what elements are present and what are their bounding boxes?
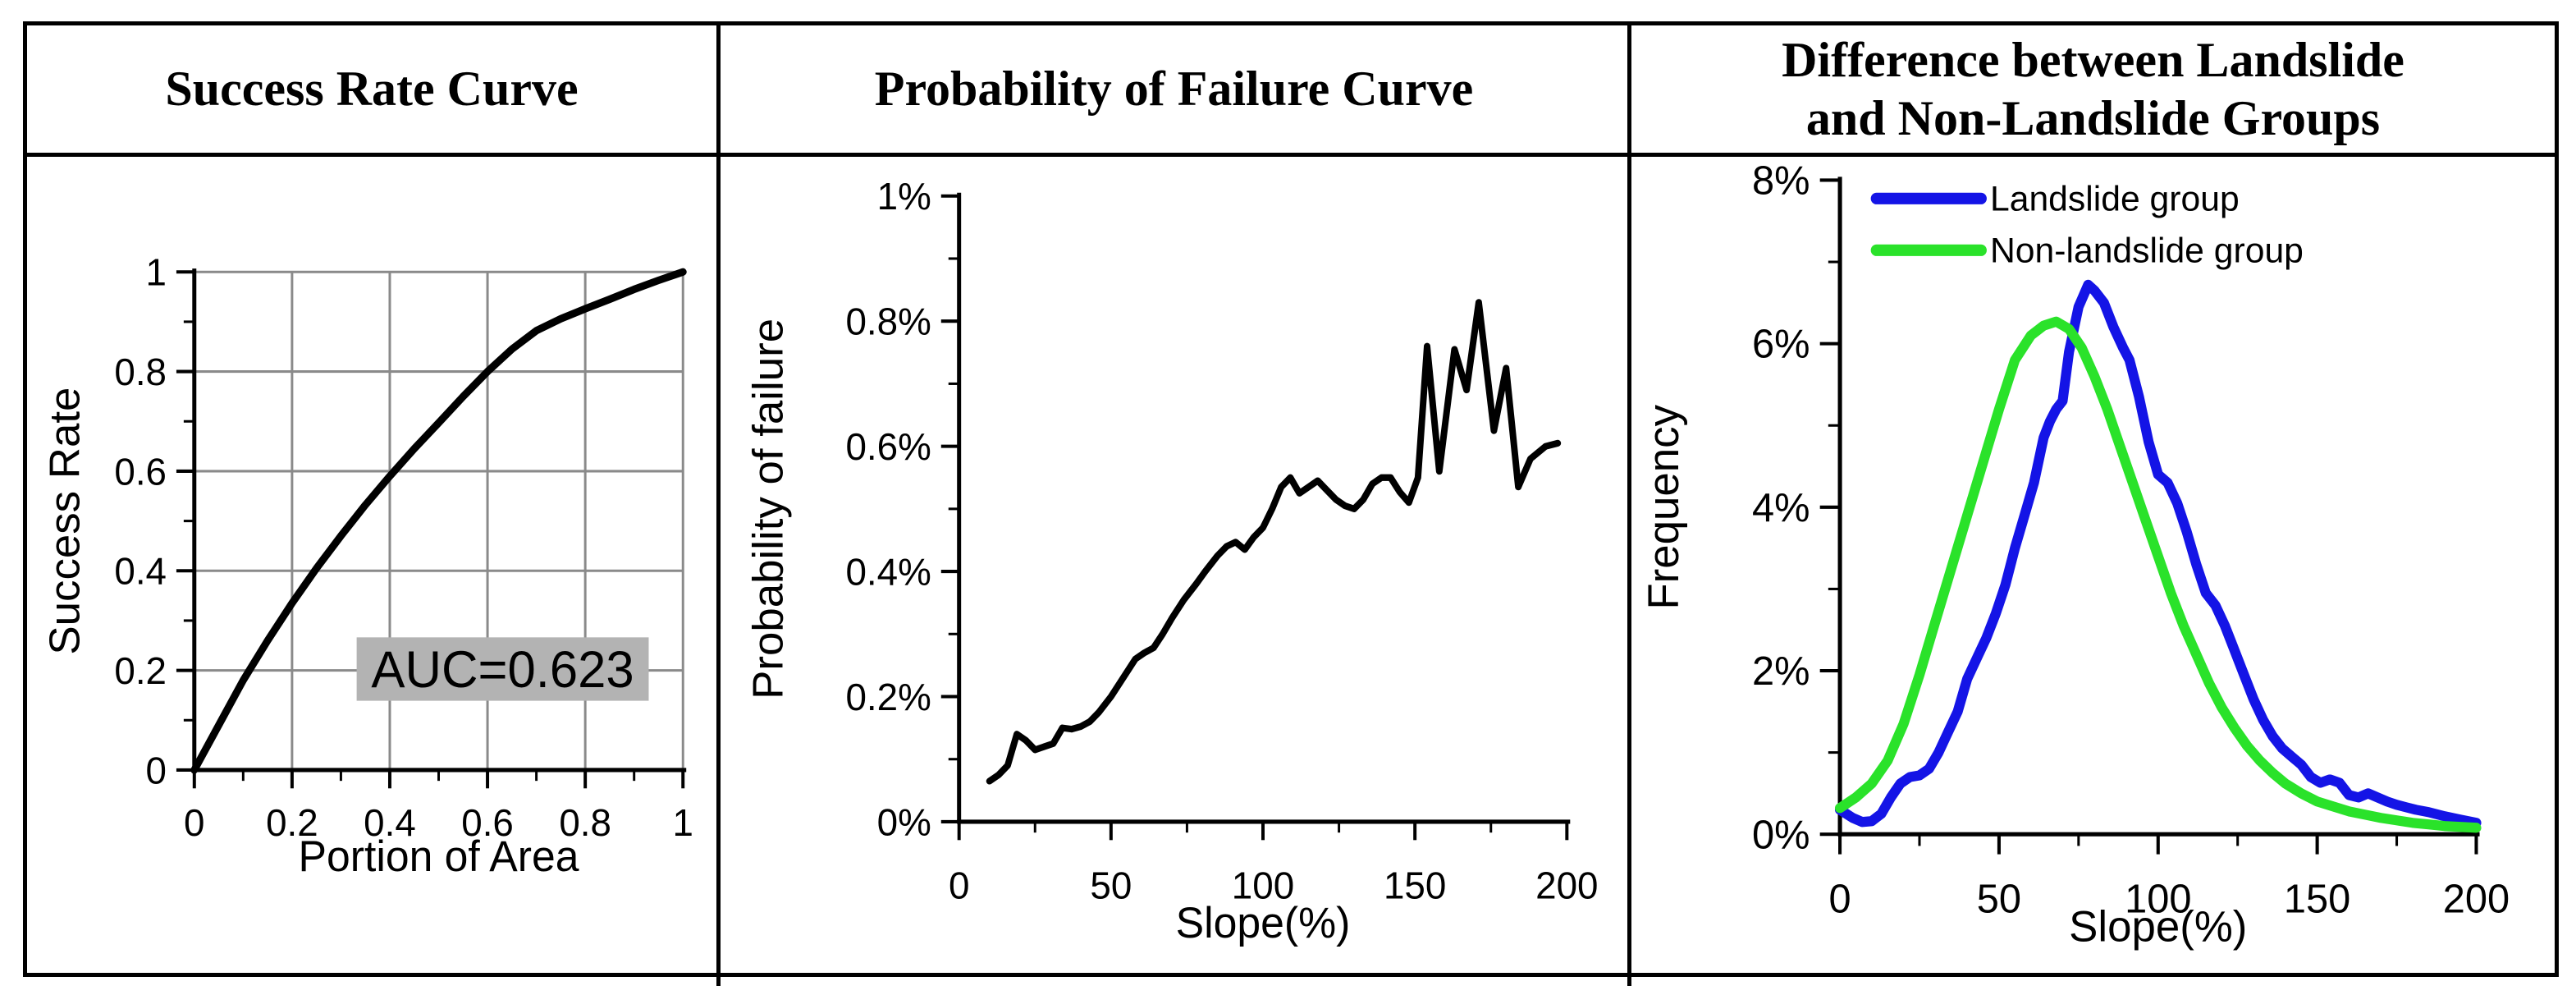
legend-label-non-landslide: Non-landslide group [1990,232,2304,271]
x-tick-label: 100 [2125,878,2191,922]
series-probability-of-failure [986,299,1562,785]
y-tick-label: 2% [1752,649,1810,694]
y-tick-label: 0% [1752,813,1810,857]
y-tick-label: 0 [146,749,167,792]
series-non-landslide-group [1834,316,2482,833]
x-axis-label: Slope(%) [1176,900,1351,948]
y-tick-label: 4% [1752,486,1810,530]
x-tick-label: 50 [1090,864,1132,907]
y-tick-label: 0.8% [845,300,931,343]
chart-row: 0 0.2 0.4 0.6 0.8 1 0 0.2 0.4 0.6 0.8 1 Portion of A… [27,157,2555,987]
success-rate-chart-cell: 0 0.2 0.4 0.6 0.8 1 0 0.2 0.4 0.6 0.8 1 Portion of A… [27,157,721,987]
x-tick-label: 100 [1232,864,1294,907]
x-axis-label: Slope(%) [2069,902,2247,951]
x-tick-label: 50 [1977,878,2021,922]
success-rate-chart: 0 0.2 0.4 0.6 0.8 1 0 0.2 0.4 0.6 0.8 1 Portion of A… [42,250,693,881]
y-tick-label: 0.4 [114,549,167,593]
y-tick-label: 8% [1752,159,1810,204]
group-difference-chart: 0 50 100 150 200 0% 2% 4% 6% 8% Slope(%) Frequency L… [1640,159,2510,951]
x-tick-label: 0.2 [266,801,318,845]
y-axis-label: Success Rate [42,387,89,655]
panel-title-success-rate: Success Rate Curve [27,25,721,153]
y-tick-label: 0.4% [845,550,931,594]
panel-title-probability-of-failure: Probability of Failure Curve [721,25,1631,153]
panel-title-group-difference: Difference between Landslide and Non-Lan… [1782,33,2404,145]
y-tick-label: 0% [877,800,931,844]
x-tick-label: 0.6 [461,801,514,845]
auc-label: AUC=0.623 [371,641,634,699]
auc-label-background [356,637,649,701]
y-tick-label: 1% [877,175,931,218]
x-tick-label: 200 [2443,878,2510,922]
three-panel-figure: Success Rate Curve Probability of Failur… [23,21,2559,987]
x-tick-label: 0 [184,801,204,845]
y-tick-label: 0.2% [845,675,931,718]
x-axis-label: Portion of Area [299,832,580,881]
x-tick-label: 0.4 [364,801,416,845]
y-tick-label: 1 [146,250,167,294]
y-tick-label: 0.6 [114,450,167,493]
series-success-rate-curve [190,268,687,774]
x-tick-label: 0 [949,864,969,907]
y-tick-label: 6% [1752,323,1810,367]
x-tick-label: 0 [1829,878,1851,922]
y-tick-label: 0.2 [114,649,167,693]
y-axis-label: Frequency [1640,404,1688,609]
header-row: Success Rate Curve Probability of Failur… [27,25,2555,157]
probability-of-failure-chart: 0 50 100 150 200 0% 0.2% 0.4% 0.6% 0.8% 1% Slope(%)… [745,175,1598,948]
group-difference-chart-cell: 0 50 100 150 200 0% 2% 4% 6% 8% Slope(%) Frequency L… [1631,157,2555,986]
y-tick-label: 0.6% [845,425,931,469]
series-landslide-group [1834,279,2482,828]
x-tick-label: 150 [1384,864,1446,907]
probability-of-failure-chart-cell: 0 50 100 150 200 0% 0.2% 0.4% 0.6% 0.8% 1% Slope(%)… [721,157,1631,987]
legend-label-landslide: Landslide group [1990,180,2240,219]
x-tick-label: 0.8 [559,801,611,845]
x-tick-label: 150 [2284,878,2350,922]
y-tick-label: 0.8 [114,350,167,393]
x-tick-label: 200 [1535,864,1598,907]
y-axis-label: Probability of failure [745,319,792,699]
x-tick-label: 1 [673,801,693,845]
